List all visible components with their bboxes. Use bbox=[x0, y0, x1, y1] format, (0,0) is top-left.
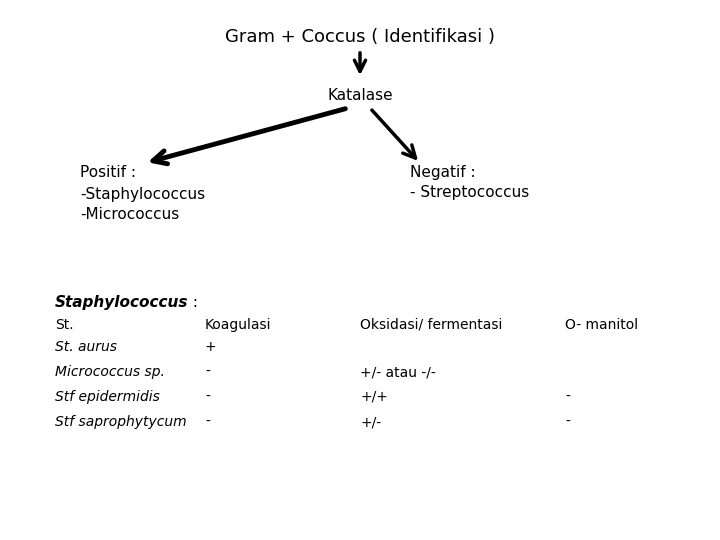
Text: -: - bbox=[205, 390, 210, 404]
Text: -: - bbox=[205, 365, 210, 379]
Text: Oksidasi/ fermentasi: Oksidasi/ fermentasi bbox=[360, 318, 503, 332]
Text: Katalase: Katalase bbox=[327, 88, 393, 103]
Text: Micrococcus sp.: Micrococcus sp. bbox=[55, 365, 165, 379]
Text: Staphylococcus: Staphylococcus bbox=[55, 295, 189, 310]
Text: St. aurus: St. aurus bbox=[55, 340, 117, 354]
Text: +: + bbox=[205, 340, 217, 354]
Text: -: - bbox=[205, 415, 210, 429]
Text: -Staphylococcus: -Staphylococcus bbox=[80, 187, 205, 202]
Text: -: - bbox=[565, 390, 570, 404]
Text: O- manitol: O- manitol bbox=[565, 318, 638, 332]
Text: :: : bbox=[189, 295, 199, 310]
Text: +/+: +/+ bbox=[360, 390, 388, 404]
Text: Positif :: Positif : bbox=[80, 165, 136, 180]
Text: Stf epidermidis: Stf epidermidis bbox=[55, 390, 160, 404]
Text: St.: St. bbox=[55, 318, 73, 332]
Text: Koagulasi: Koagulasi bbox=[205, 318, 271, 332]
Text: Stf saprophytycum: Stf saprophytycum bbox=[55, 415, 186, 429]
Text: +/- atau -/-: +/- atau -/- bbox=[360, 365, 436, 379]
Text: Negatif :: Negatif : bbox=[410, 165, 476, 180]
Text: Gram + Coccus ( Identifikasi ): Gram + Coccus ( Identifikasi ) bbox=[225, 28, 495, 46]
Text: - Streptococcus: - Streptococcus bbox=[410, 185, 529, 200]
Text: Staphylococcus: Staphylococcus bbox=[55, 295, 189, 310]
Text: -Micrococcus: -Micrococcus bbox=[80, 207, 179, 222]
Text: +/-: +/- bbox=[360, 415, 381, 429]
Text: -: - bbox=[565, 415, 570, 429]
